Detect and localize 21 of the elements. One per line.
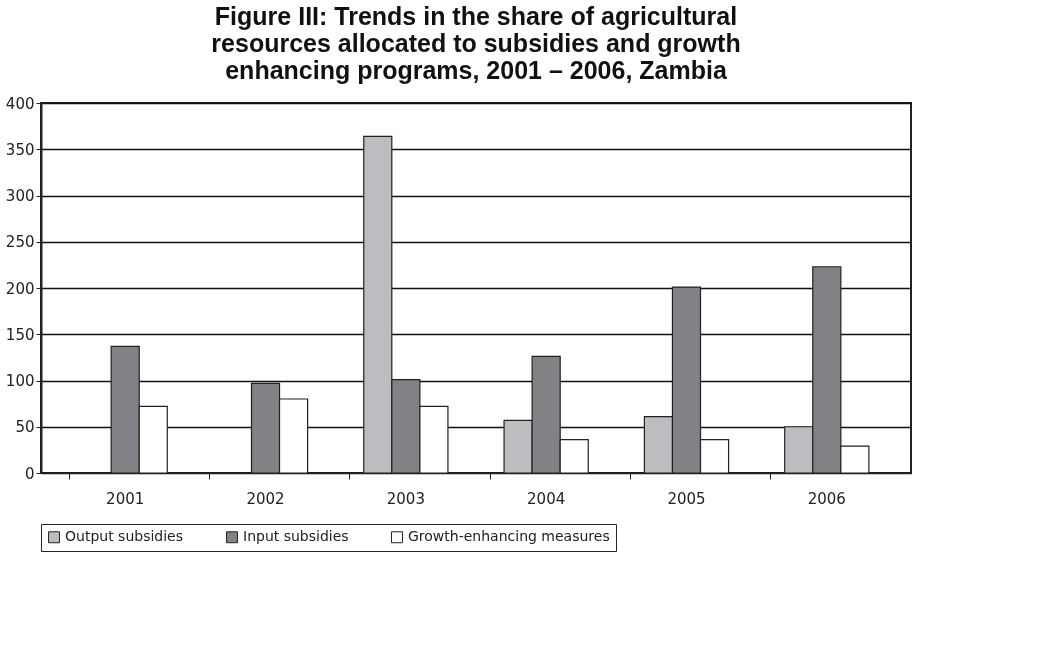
x-tick-label: 2001 <box>106 489 145 508</box>
x-tick-label: 2006 <box>807 489 846 508</box>
y-tick-label: 200 <box>5 279 35 298</box>
x-tick-label: 2005 <box>667 489 706 508</box>
y-tick-label: 50 <box>15 418 35 437</box>
y-tick-label: 250 <box>5 233 35 252</box>
text: Figure III: Trends in the share of agricultural <box>214 2 738 30</box>
y-tick-label: 350 <box>5 140 35 159</box>
legend-label: Growth-enhancing measures <box>408 528 610 545</box>
x-tick-label: 2003 <box>386 489 425 508</box>
y-tick-label: 150 <box>5 325 35 344</box>
legend-label: Output subsidies <box>65 528 184 545</box>
y-tick-label: 100 <box>5 372 35 390</box>
y-tick-label: 400 <box>5 94 35 113</box>
text: resources allocated to subsidies and growth <box>211 29 741 57</box>
text: enhancing programs, 2001 – 2006, Zambia <box>225 56 727 84</box>
legend-label: Input subsidies <box>243 528 349 545</box>
x-tick-label: 2004 <box>527 489 566 508</box>
x-tick-label: 2002 <box>246 489 285 508</box>
y-tick-label: 300 <box>5 187 35 205</box>
y-tick-label: 0 <box>24 464 35 483</box>
